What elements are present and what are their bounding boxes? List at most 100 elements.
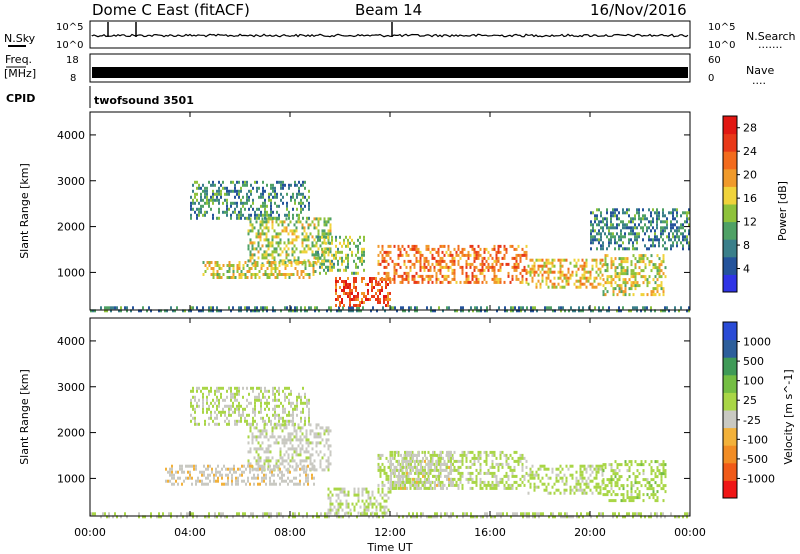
heatmap-cell <box>509 483 512 487</box>
heatmap-cell <box>187 470 189 474</box>
heatmap-cell <box>445 262 448 266</box>
heatmap-cell <box>567 267 570 271</box>
heatmap-cell <box>575 482 578 486</box>
heatmap-cell <box>640 257 643 261</box>
heatmap-cell <box>644 484 647 488</box>
heatmap-cell <box>156 515 158 519</box>
heatmap-cell <box>329 450 332 454</box>
heatmap-cell <box>208 404 210 408</box>
heatmap-cell <box>244 419 246 423</box>
heatmap-cell <box>259 432 262 436</box>
heatmap-cell <box>345 268 347 272</box>
heatmap-cell <box>309 432 312 436</box>
heatmap-cell <box>277 435 280 439</box>
heatmap-cell <box>658 211 660 215</box>
heatmap-cell <box>198 309 200 313</box>
heatmap-cell <box>387 298 389 301</box>
heatmap-cell <box>347 259 349 263</box>
heatmap-cell <box>201 482 203 486</box>
heatmap-cell <box>295 226 298 230</box>
heatmap-cell <box>242 195 244 199</box>
heatmap-cell <box>438 483 440 487</box>
heatmap-cell <box>230 309 232 313</box>
heatmap-cell <box>361 487 364 491</box>
heatmap-cell <box>491 256 494 260</box>
heatmap-cell <box>349 289 351 292</box>
heatmap-cell <box>327 259 330 263</box>
heatmap-cell <box>421 253 424 257</box>
heatmap-cell <box>212 216 214 220</box>
heatmap-cell <box>285 244 288 248</box>
heatmap-cell <box>638 463 641 467</box>
heatmap-cell <box>323 268 325 272</box>
heatmap-cell <box>381 468 384 472</box>
heatmap-cell <box>416 306 418 310</box>
heatmap-cell <box>495 477 498 481</box>
heatmap-cell <box>460 306 462 310</box>
heatmap-cell <box>545 258 548 262</box>
heatmap-cell <box>336 515 338 519</box>
heatmap-cell <box>177 482 179 486</box>
heatmap-cell <box>440 450 442 454</box>
heatmap-cell <box>190 306 192 310</box>
heatmap-cell <box>254 407 256 411</box>
heatmap-cell <box>449 265 452 269</box>
heatmap-cell <box>620 290 623 294</box>
heatmap-cell <box>295 429 298 433</box>
heatmap-cell <box>349 292 351 295</box>
heatmap-cell <box>337 247 339 251</box>
heatmap-cell <box>267 447 270 451</box>
heatmap-cell <box>268 195 270 199</box>
heatmap-cell <box>560 309 562 313</box>
heatmap-cell <box>451 256 454 260</box>
heatmap-cell <box>439 268 442 272</box>
heatmap-cell <box>209 473 211 477</box>
heatmap-cell <box>297 259 300 263</box>
heatmap-cell <box>417 259 420 263</box>
heatmap-cell <box>461 268 464 272</box>
heatmap-cell <box>158 512 160 516</box>
heatmap-cell <box>218 404 220 408</box>
heatmap-cell <box>273 256 276 260</box>
heatmap-cell <box>335 283 337 286</box>
heatmap-cell <box>363 250 365 254</box>
heatmap-cell <box>606 223 608 227</box>
heatmap-cell <box>513 468 516 472</box>
heatmap-cell <box>335 244 337 248</box>
heatmap-cell <box>293 259 296 263</box>
heatmap-cell <box>628 466 631 470</box>
heatmap-cell <box>664 484 667 488</box>
heatmap-cell <box>349 298 351 301</box>
heatmap-cell <box>317 247 320 251</box>
heatmap-cell <box>592 226 594 230</box>
heatmap-cell <box>265 435 268 439</box>
heatmap-cell <box>321 235 323 239</box>
heatmap-cell <box>232 264 235 267</box>
heatmap-cell <box>624 460 627 464</box>
heatmap-cell <box>298 216 300 220</box>
x-tick-label: 08:00 <box>274 526 306 539</box>
heatmap-cell <box>505 456 508 460</box>
heatmap-cell <box>433 462 436 466</box>
heatmap-cell <box>483 256 486 260</box>
heatmap-cell <box>287 223 290 227</box>
heatmap-cell <box>196 515 198 519</box>
heatmap-cell <box>272 261 275 264</box>
heatmap-cell <box>539 467 542 471</box>
heatmap-cell <box>345 280 347 283</box>
heatmap-cell <box>214 515 216 519</box>
heatmap-cell <box>594 214 596 218</box>
heatmap-cell <box>596 247 598 251</box>
heatmap-cell <box>361 256 363 260</box>
heatmap-cell <box>307 226 310 230</box>
heatmap-cell <box>626 266 629 270</box>
heatmap-cell <box>369 298 371 301</box>
heatmap-cell <box>276 389 278 393</box>
heatmap-cell <box>294 515 296 519</box>
heatmap-cell <box>401 253 404 257</box>
nsky-tick-high: 10^5 <box>56 22 83 33</box>
heatmap-cell <box>606 211 608 215</box>
heatmap-cell <box>273 467 275 471</box>
heatmap-cell <box>377 301 379 304</box>
heatmap-cell <box>308 216 310 220</box>
